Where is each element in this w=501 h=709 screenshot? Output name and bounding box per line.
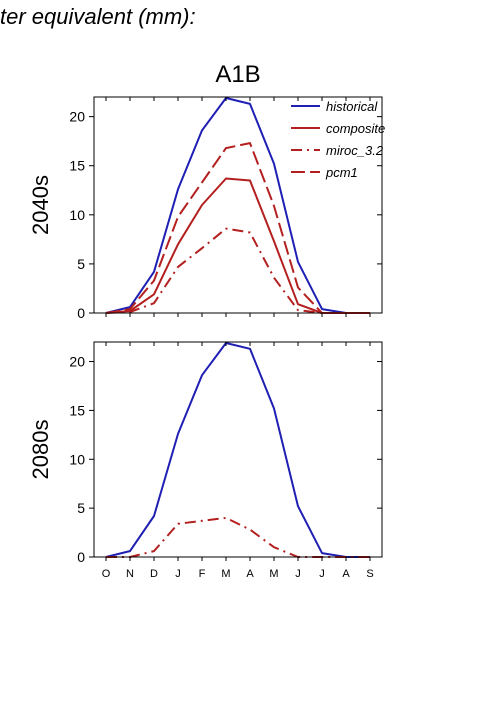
legend-label-pcm1: pcm1 xyxy=(325,165,358,180)
legend-label-historical: historical xyxy=(326,99,378,114)
x-tick-label: S xyxy=(366,568,373,580)
x-tick-label: N xyxy=(126,568,134,580)
x-tick-label: D xyxy=(150,568,158,580)
y-tick-label: 20 xyxy=(69,109,85,125)
series-line-miroc-3-2 xyxy=(105,227,370,314)
chart-legend: historical composite miroc_3.2 pcm1 xyxy=(291,99,385,180)
y-tick-label: 10 xyxy=(69,207,85,223)
plot-frame xyxy=(93,341,383,558)
y-tick-label: 5 xyxy=(77,500,85,516)
series-line-historical xyxy=(105,97,370,314)
y-tick-label: 15 xyxy=(69,402,85,418)
plot-frame xyxy=(93,96,383,314)
series-line-composite xyxy=(105,177,370,314)
x-tick-label: A xyxy=(342,568,350,580)
series-line-historical xyxy=(105,342,370,558)
x-tick-label: M xyxy=(269,568,278,580)
legend-label-miroc-3-2: miroc_3.2 xyxy=(326,143,384,158)
y-tick-label: 0 xyxy=(77,305,85,321)
legend-label-composite: composite xyxy=(326,121,385,136)
y-tick-label: 15 xyxy=(69,158,85,174)
y-tick-label: 10 xyxy=(69,451,85,467)
series-line-miroc-3-2 xyxy=(106,516,370,558)
y-tick-label: 0 xyxy=(77,549,85,565)
y-tick-label: 5 xyxy=(77,256,85,272)
x-tick-label: F xyxy=(199,568,206,580)
x-tick-label: A xyxy=(246,568,254,580)
x-tick-label: J xyxy=(175,568,181,580)
chart-panel-2080s: 0 5 10 15 20 O N D J F M A M J J A S 2080s xyxy=(28,341,383,580)
x-tick-label: O xyxy=(102,568,111,580)
x-tick-label: J xyxy=(295,568,301,580)
x-tick-label: J xyxy=(319,568,325,580)
y-tick-label: 20 xyxy=(69,354,85,370)
chart-title: A1B xyxy=(215,61,260,88)
x-tick-label: M xyxy=(221,568,230,580)
y-axis-label: 2080s xyxy=(28,420,53,480)
chart-panel-2040s: 0 5 10 15 20 2040s xyxy=(28,96,383,321)
page-title: ter equivalent (mm): xyxy=(0,4,196,29)
y-axis-label: 2040s xyxy=(28,175,53,235)
